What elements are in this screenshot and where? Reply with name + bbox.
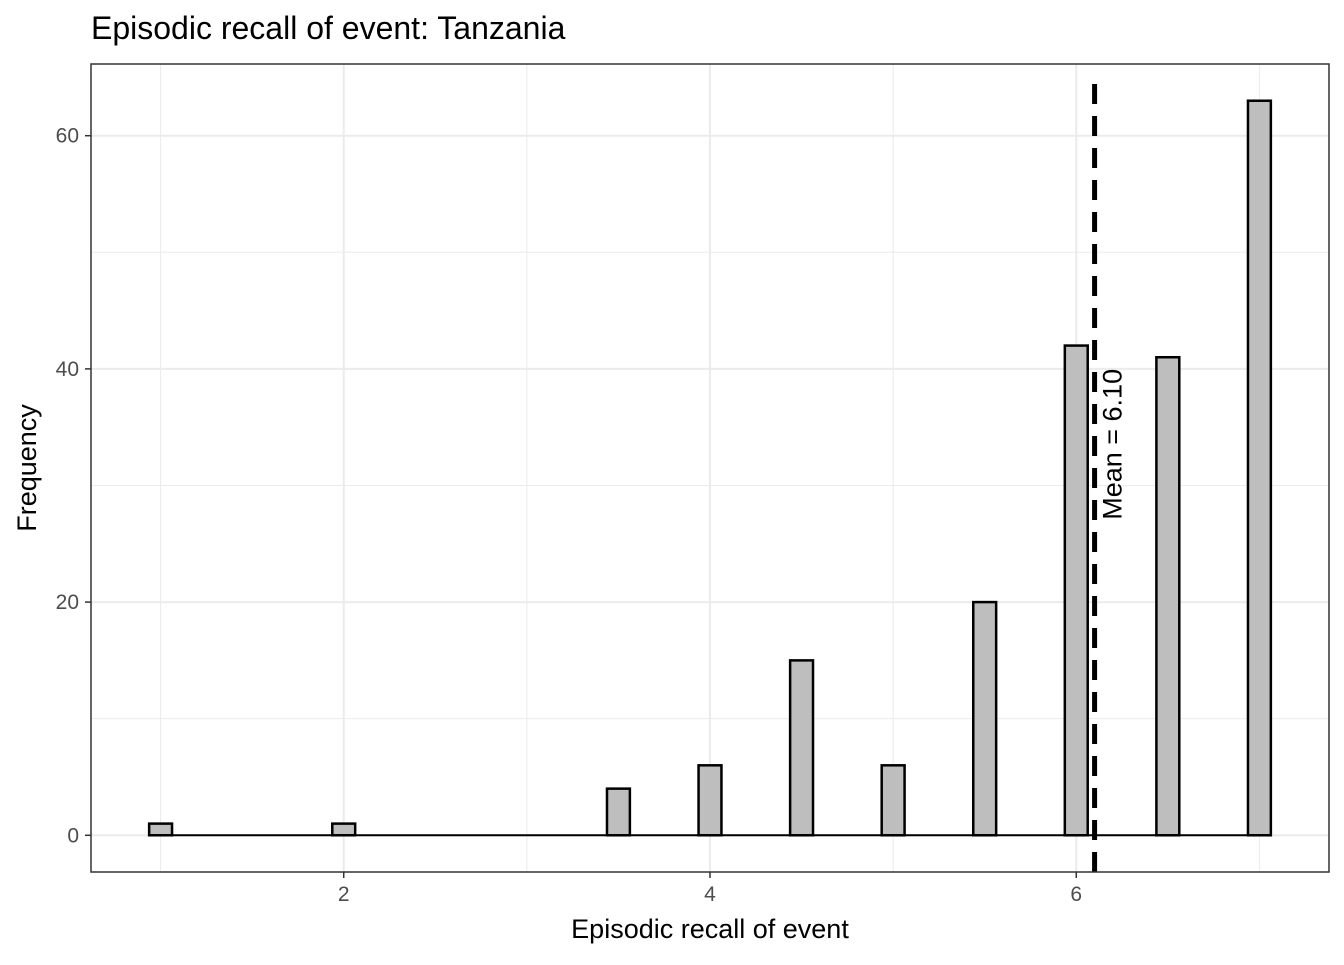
x-tick-label: 2 (338, 883, 350, 906)
mean-annotation: Mean = 6.10 (1092, 84, 1128, 872)
x-axis-title: Episodic recall of event (571, 914, 849, 944)
y-tick-label: 60 (56, 125, 79, 148)
y-axis-title: Frequency (12, 404, 42, 532)
histogram-bar (1063, 344, 1089, 837)
histogram-bar (788, 659, 815, 837)
x-axis: 2 4 6 (338, 872, 1082, 906)
x-tick-label: 6 (1070, 883, 1082, 906)
histogram-bar (1155, 355, 1181, 837)
y-tick-label: 40 (56, 358, 79, 381)
histogram-bar (697, 764, 723, 837)
histogram-bar (1246, 99, 1273, 837)
y-tick-label: 0 (67, 824, 79, 847)
histogram-bar (880, 764, 906, 837)
histogram-bar (147, 822, 174, 837)
histogram-bar (605, 787, 632, 837)
x-tick-label: 4 (704, 883, 716, 906)
histogram-bar (331, 822, 357, 837)
y-tick-label: 20 (56, 591, 79, 614)
mean-label: Mean = 6.10 (1098, 369, 1128, 520)
histogram-bar (972, 600, 998, 837)
chart-title: Episodic recall of event: Tanzania (91, 10, 566, 46)
y-axis: 0 20 40 60 (56, 125, 91, 847)
histogram-bars (147, 99, 1273, 837)
